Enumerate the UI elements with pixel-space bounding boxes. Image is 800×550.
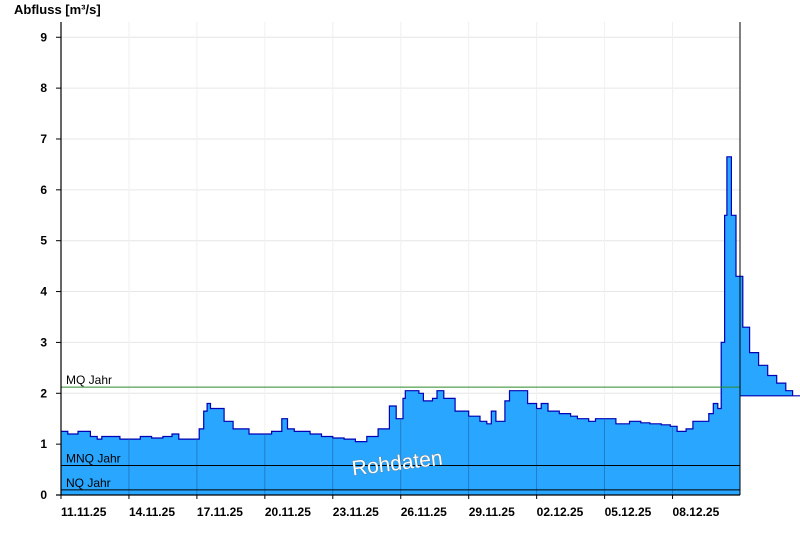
y-tick-label-5: 5 bbox=[40, 234, 47, 248]
y-tick-label-8: 8 bbox=[40, 81, 47, 95]
x-tick-label-9: 08.12.25 bbox=[673, 505, 720, 519]
axes bbox=[56, 22, 741, 496]
x-tick-label-7: 02.12.25 bbox=[537, 505, 584, 519]
x-tick-label-1: 14.11.25 bbox=[129, 505, 175, 519]
discharge-area bbox=[61, 156, 800, 495]
area-layer bbox=[61, 156, 800, 495]
y-tick-label-9: 9 bbox=[40, 30, 47, 44]
y-tick-label-3: 3 bbox=[40, 335, 47, 349]
reference-line-label-2: NQ Jahr bbox=[66, 476, 111, 490]
x-tick-labels: 11.11.25 14.11.25 17.11.25 20.11.25 23.11.25… bbox=[60, 495, 720, 519]
day-tick-lines bbox=[128, 408, 673, 495]
x-tick-label-4: 23.11.25 bbox=[333, 505, 379, 519]
y-tick-label-4: 4 bbox=[40, 285, 47, 299]
y-tick-label-7: 7 bbox=[40, 132, 47, 146]
x-tick-label-2: 17.11.25 bbox=[197, 505, 243, 519]
y-axis-label: Abfluss [m³/s] bbox=[14, 2, 101, 17]
reference-lines: MQ Jahr MNQ Jahr NQ Jahr bbox=[61, 373, 740, 491]
reference-line-label-1: MNQ Jahr bbox=[66, 452, 121, 466]
x-tick-label-0: 11.11.25 bbox=[61, 505, 107, 519]
x-tick-label-5: 26.11.25 bbox=[401, 505, 447, 519]
y-tick-label-2: 2 bbox=[40, 386, 47, 400]
y-tick-label-1: 1 bbox=[40, 437, 47, 451]
y-tick-labels: 0 1 2 3 4 5 6 7 8 9 bbox=[40, 30, 47, 502]
discharge-line bbox=[61, 156, 800, 443]
y-tick-label-6: 6 bbox=[40, 183, 47, 197]
reference-line-label-0: MQ Jahr bbox=[66, 373, 112, 387]
y-tick-label-0: 0 bbox=[40, 488, 47, 502]
x-tick-label-6: 29.11.25 bbox=[469, 505, 515, 519]
x-tick-label-3: 20.11.25 bbox=[265, 505, 311, 519]
x-tick-label-8: 05.12.25 bbox=[605, 505, 652, 519]
